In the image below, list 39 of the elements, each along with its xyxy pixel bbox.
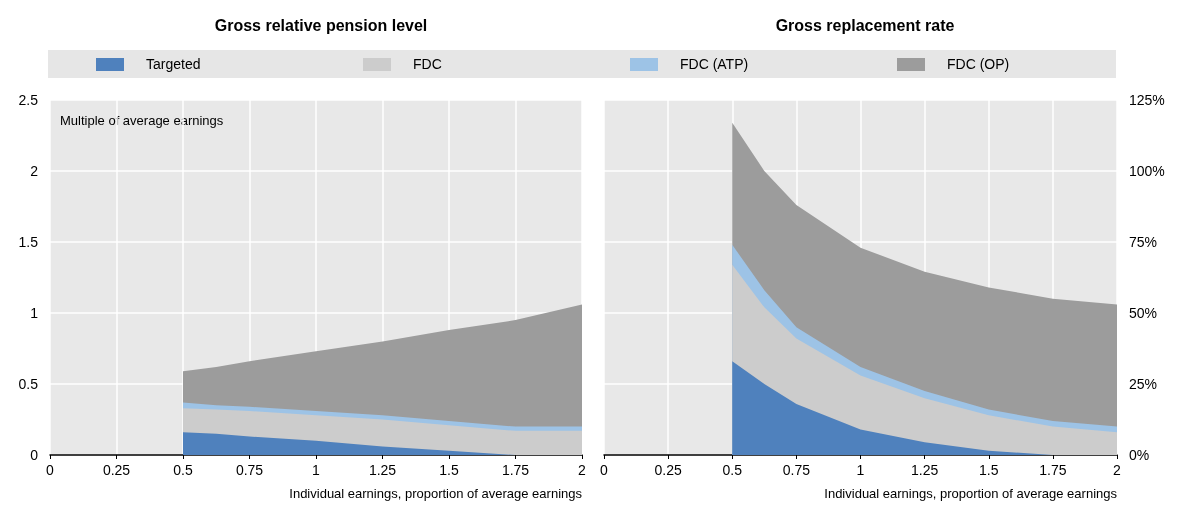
x-axis-title: Individual earnings, proportion of average earnings bbox=[289, 486, 583, 501]
y-tick-label: 125% bbox=[1129, 92, 1165, 108]
x-tick-label: 0.5 bbox=[173, 462, 193, 478]
y-tick-label: 75% bbox=[1129, 234, 1158, 250]
x-tick-label: 1.25 bbox=[911, 462, 939, 478]
x-tick-label: 1 bbox=[856, 462, 865, 478]
y-tick-label: 1.5 bbox=[18, 234, 39, 250]
x-tick-label: 2 bbox=[578, 462, 587, 478]
x-tick-label: 0.5 bbox=[722, 462, 743, 478]
chart-title: Gross relative pension level bbox=[214, 16, 428, 34]
x-tick-label: 1 bbox=[312, 462, 321, 478]
y-tick-label: 25% bbox=[1129, 376, 1158, 392]
legend-label: FDC (ATP) bbox=[680, 56, 749, 72]
y-tick-label: 0 bbox=[30, 447, 39, 463]
legend-label: FDC bbox=[413, 56, 442, 72]
x-tick-label: 1.25 bbox=[368, 462, 397, 478]
y-tick-label: 1 bbox=[30, 305, 39, 321]
x-tick-label: 1.5 bbox=[439, 462, 459, 478]
x-tick-label: 2 bbox=[1113, 462, 1122, 478]
y-tick-label: 100% bbox=[1129, 163, 1165, 179]
x-tick-label: 1.75 bbox=[501, 462, 530, 478]
y-tick-label: 0% bbox=[1129, 447, 1150, 463]
y-tick-label: 2.5 bbox=[18, 92, 39, 108]
x-tick-label: 1.5 bbox=[979, 462, 999, 478]
x-tick-label: 0.75 bbox=[782, 462, 811, 478]
legend-label: FDC (OP) bbox=[947, 56, 1010, 72]
y-tick-label: 50% bbox=[1129, 305, 1158, 321]
x-tick-label: 0.25 bbox=[102, 462, 131, 478]
y-tick-label: 0.5 bbox=[18, 376, 39, 392]
x-tick-label: 0 bbox=[600, 462, 609, 478]
chart-title: Gross replacement rate bbox=[775, 16, 955, 34]
x-tick-label: 0 bbox=[46, 462, 55, 478]
x-tick-label: 0.25 bbox=[654, 462, 682, 478]
x-tick-label: 1.75 bbox=[1039, 462, 1067, 478]
x-axis-title: Individual earnings, proportion of average earnings bbox=[824, 486, 1118, 501]
y-tick-label: 2 bbox=[30, 163, 39, 179]
annotation: Multiple of average earnings bbox=[60, 113, 224, 128]
x-tick-label: 0.75 bbox=[235, 462, 264, 478]
legend-label: Targeted bbox=[146, 56, 201, 72]
